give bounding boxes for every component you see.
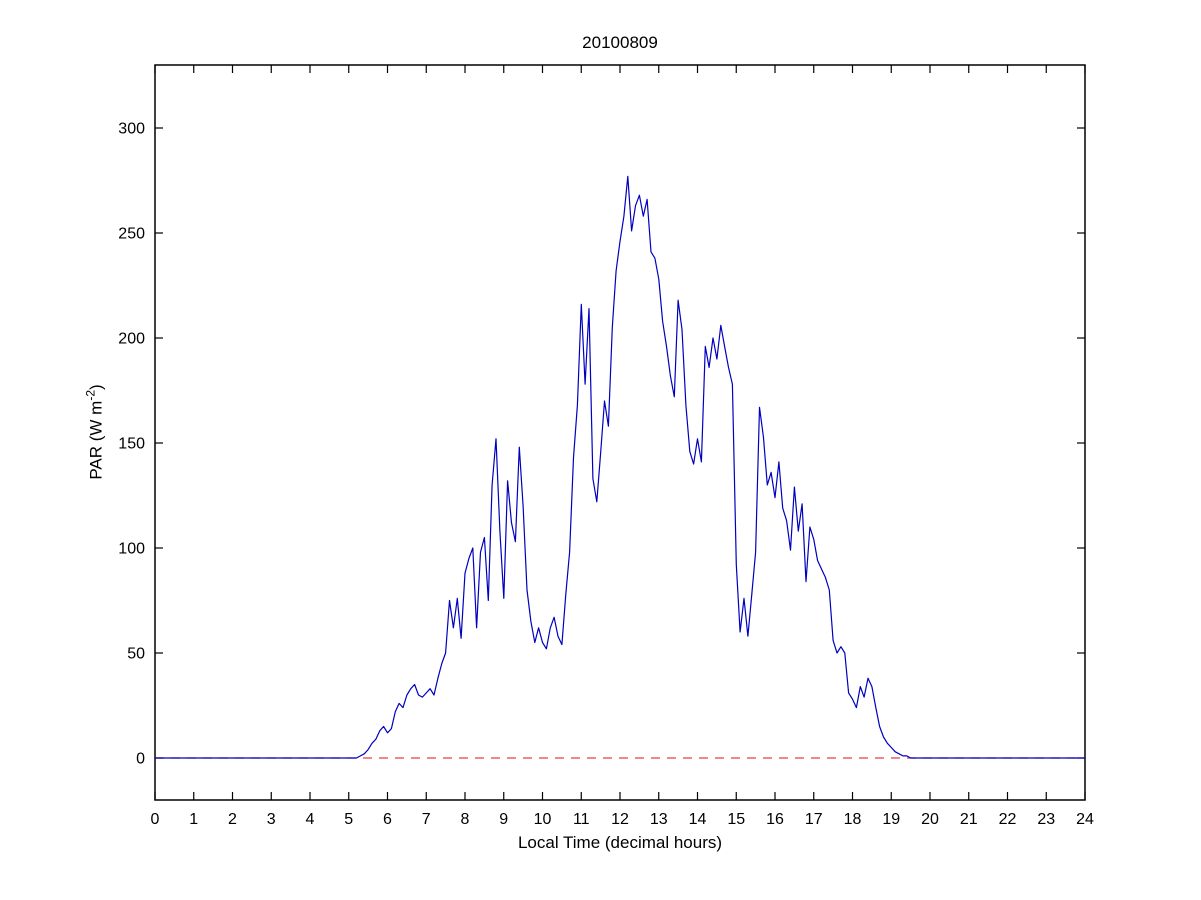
y-tick-label: 50: [127, 646, 145, 663]
y-tick-label: 150: [118, 436, 145, 453]
x-tick-label: 21: [960, 811, 978, 828]
x-tick-label: 13: [650, 811, 668, 828]
x-tick-label: 23: [1037, 811, 1055, 828]
x-tick-label: 4: [306, 811, 315, 828]
x-tick-label: 1: [189, 811, 198, 828]
chart-title: 20100809: [582, 33, 658, 52]
x-tick-label: 0: [151, 811, 160, 828]
par-data-line: [155, 175, 1085, 759]
x-tick-label: 10: [534, 811, 552, 828]
x-tick-label: 8: [461, 811, 470, 828]
x-tick-label: 19: [882, 811, 900, 828]
x-tick-label: 14: [689, 811, 707, 828]
y-tick-label: 300: [118, 121, 145, 138]
x-tick-label: 24: [1076, 811, 1094, 828]
y-tick-label: 0: [136, 751, 145, 768]
x-tick-label: 16: [766, 811, 784, 828]
x-tick-label: 6: [383, 811, 392, 828]
x-tick-label: 20: [921, 811, 939, 828]
x-tick-label: 15: [727, 811, 745, 828]
x-tick-label: 5: [344, 811, 353, 828]
x-tick-label: 9: [499, 811, 508, 828]
x-tick-label: 11: [573, 811, 590, 828]
y-tick-label: 100: [118, 541, 145, 558]
x-tick-label: 17: [805, 811, 823, 828]
y-tick-label: 250: [118, 226, 145, 243]
x-axis-label: Local Time (decimal hours): [517, 833, 723, 852]
y-tick-label: 200: [118, 331, 145, 348]
x-tick-label: 12: [611, 811, 629, 828]
axes-frame: [154, 64, 1086, 801]
x-tick-label: 3: [267, 811, 276, 828]
x-tick-label: 18: [844, 811, 862, 828]
x-tick-label: 2: [228, 811, 237, 828]
x-tick-label: 22: [999, 811, 1017, 828]
x-tick-label: 7: [422, 811, 431, 828]
